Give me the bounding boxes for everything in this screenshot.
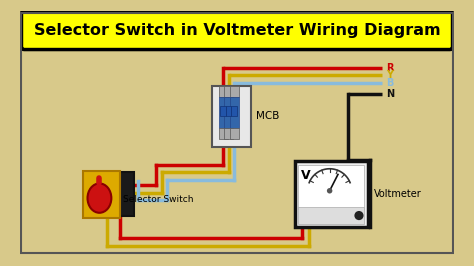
Text: Selector Switch in Voltmeter Wiring Diagram: Selector Switch in Voltmeter Wiring Diag… xyxy=(34,23,440,38)
Text: Selector Switch: Selector Switch xyxy=(123,194,194,203)
Text: MCB: MCB xyxy=(256,111,280,122)
Bar xyxy=(219,97,228,128)
Text: V: V xyxy=(301,169,311,182)
Bar xyxy=(224,128,233,139)
Bar xyxy=(230,97,239,128)
Ellipse shape xyxy=(88,184,111,213)
Bar xyxy=(230,86,239,97)
Bar xyxy=(231,106,237,115)
Bar xyxy=(299,207,365,224)
Bar xyxy=(220,106,226,115)
Bar xyxy=(212,86,251,147)
Bar xyxy=(96,172,134,217)
Text: N: N xyxy=(386,89,395,99)
Text: B: B xyxy=(386,78,394,88)
Bar xyxy=(224,86,233,97)
Text: Voltmeter: Voltmeter xyxy=(374,189,421,200)
Bar xyxy=(83,171,119,218)
Circle shape xyxy=(355,211,364,220)
Bar xyxy=(224,97,233,128)
Bar xyxy=(219,86,228,97)
Text: Y: Y xyxy=(386,70,393,80)
Bar xyxy=(230,128,239,139)
Circle shape xyxy=(327,188,332,194)
Bar xyxy=(295,161,368,227)
Bar xyxy=(226,106,231,115)
FancyBboxPatch shape xyxy=(21,11,453,49)
Bar xyxy=(219,128,228,139)
Bar xyxy=(299,165,365,209)
Text: R: R xyxy=(386,63,394,73)
